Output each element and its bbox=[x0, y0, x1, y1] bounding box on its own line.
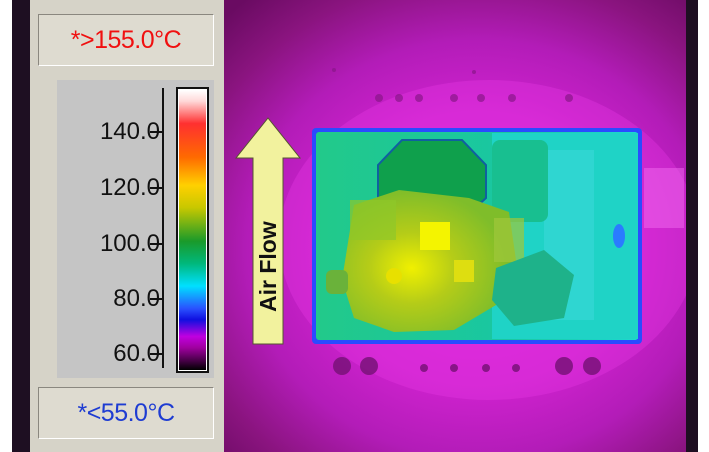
board-component bbox=[326, 270, 348, 294]
max-temperature-readout: *>155.0°C bbox=[38, 14, 214, 66]
hot-spot bbox=[386, 268, 402, 284]
color-gradient bbox=[179, 90, 206, 370]
heat-trail bbox=[644, 168, 684, 228]
board-component bbox=[492, 250, 574, 326]
min-temperature-readout: *<55.0°C bbox=[38, 387, 214, 439]
board-component bbox=[350, 200, 396, 240]
hot-spot bbox=[454, 260, 474, 282]
scale-tick-label: 120.0 bbox=[99, 174, 160, 201]
scale-tick-label: 100.0 bbox=[99, 230, 160, 257]
air-flow-label: Air Flow bbox=[255, 221, 281, 312]
scale-tick-label: 60.0 bbox=[113, 340, 160, 367]
component-dots-top bbox=[332, 68, 573, 102]
board-hotspot bbox=[613, 224, 625, 248]
capacitor-component bbox=[492, 140, 548, 222]
thermal-image-canvas: Air Flow bbox=[234, 68, 686, 400]
thermal-image: Air Flow bbox=[224, 0, 686, 452]
color-scale-bar bbox=[176, 87, 209, 373]
board-component bbox=[494, 218, 524, 262]
scale-tick-label: 140.0 bbox=[99, 118, 160, 145]
hot-spot bbox=[420, 222, 450, 250]
component-dots-bottom bbox=[333, 357, 601, 375]
scale-axis bbox=[150, 88, 164, 368]
scale-tick-label: 80.0 bbox=[113, 285, 160, 312]
air-flow-arrow-icon bbox=[234, 117, 302, 345]
